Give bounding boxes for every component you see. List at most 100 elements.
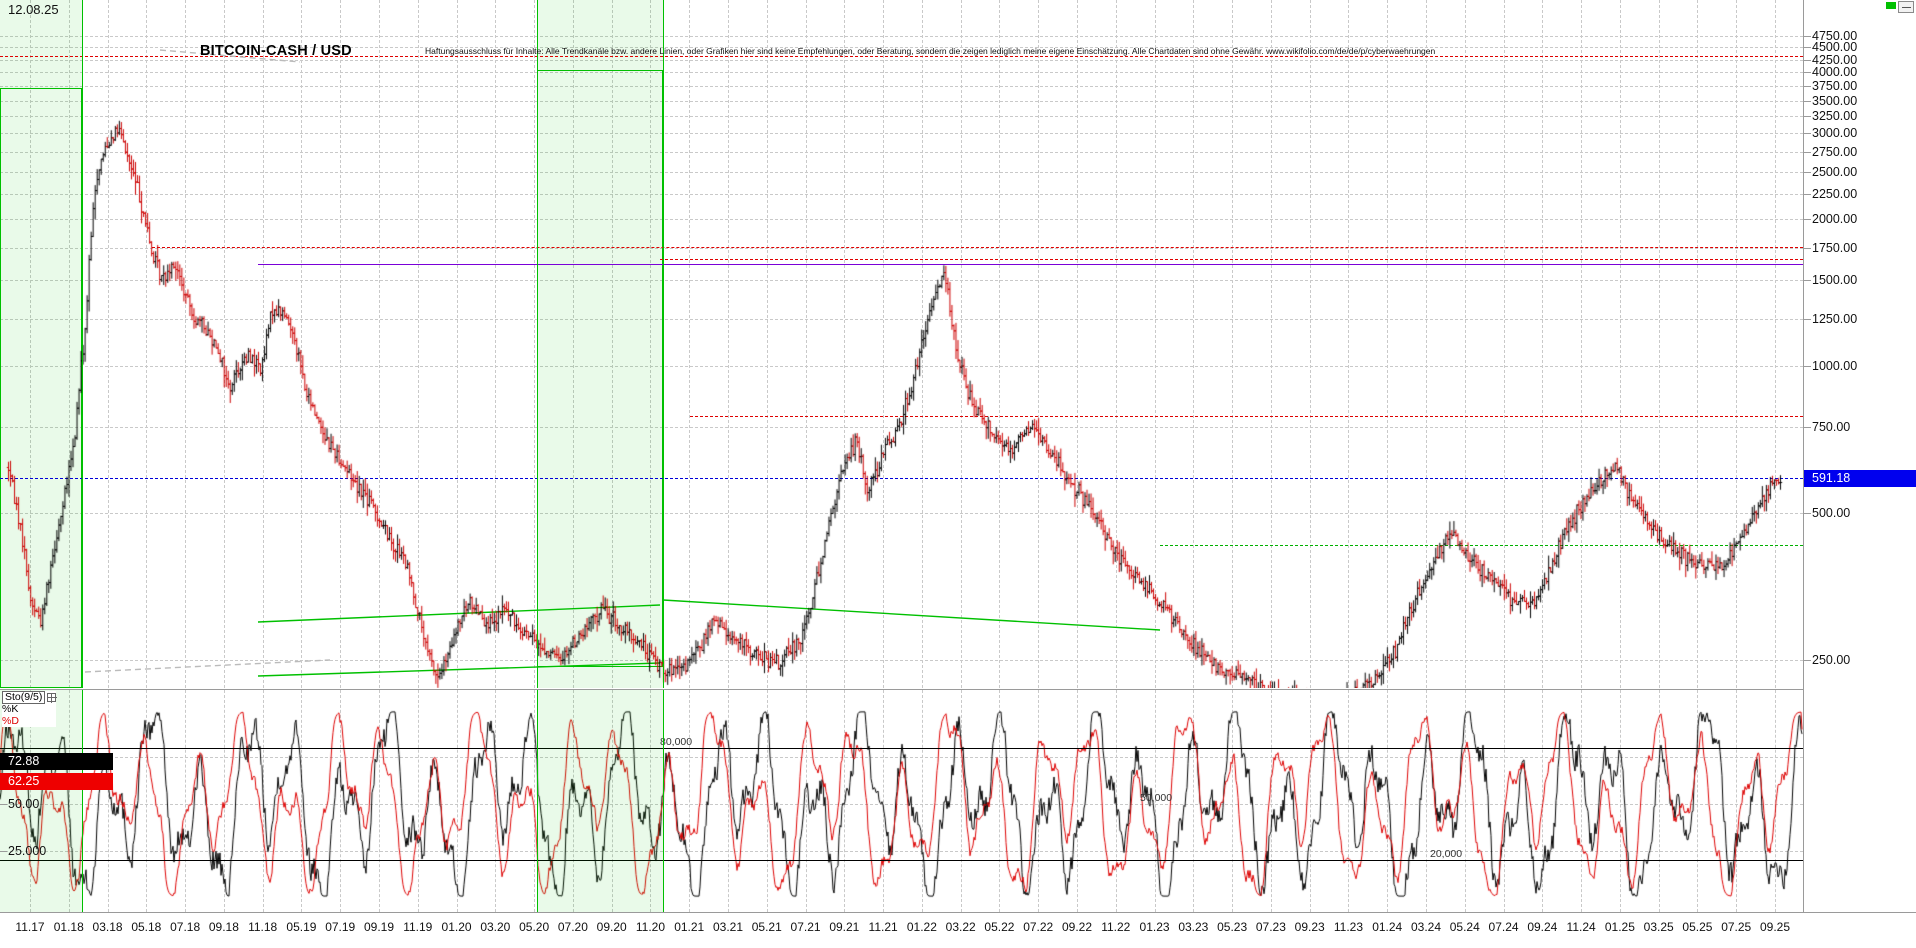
zone-edge	[82, 0, 83, 688]
time-axis-label: 01.22	[906, 920, 937, 934]
time-axis-label: 05.18	[131, 920, 162, 934]
price-axis-tick	[1804, 47, 1811, 49]
disclaimer-text: Haftungsausschluss für Inhalte: Alle Tre…	[425, 46, 1436, 56]
price-axis-tick	[1804, 318, 1811, 320]
zone-edge	[82, 690, 83, 912]
green-status-icon	[1886, 2, 1896, 9]
time-axis-label: 07.18	[170, 920, 201, 934]
time-axis-label: 09.23	[1294, 920, 1325, 934]
zone-edge	[537, 690, 538, 912]
time-axis-label: 07.23	[1255, 920, 1286, 934]
stochastic-lines	[0, 690, 1803, 912]
time-axis-label: 03.23	[1178, 920, 1209, 934]
price-axis[interactable]: 250.00 500.00 750.00 1000.00 1250.00 1500.00 1…	[1803, 0, 1916, 912]
indicator-highlight-zone	[537, 690, 663, 912]
time-axis-label: 01.18	[53, 920, 84, 934]
price-chart-pane[interactable]	[0, 0, 1803, 688]
time-axis-label: 11.21	[868, 920, 898, 934]
indicator-level-50: 50,000	[1140, 792, 1173, 804]
time-axis-label: 07.24	[1488, 920, 1519, 934]
price-axis-tick	[1804, 72, 1811, 74]
indicator-highlight-zone	[0, 690, 82, 912]
price-axis-label: 4750.00	[1812, 29, 1858, 43]
price-axis-tick	[1804, 427, 1811, 429]
time-axis-label: 11.17	[15, 920, 45, 934]
page-title: BITCOIN-CASH / USD	[200, 43, 352, 59]
pane-separator	[0, 689, 1803, 690]
time-axis-label: 05.24	[1449, 920, 1480, 934]
price-axis-label: 4000.00	[1812, 65, 1858, 80]
stochastic-pane[interactable]: 80,000 50,000 20,000	[0, 690, 1803, 912]
price-axis-label: 250.00	[1812, 653, 1851, 667]
price-axis-tick	[1804, 660, 1811, 661]
time-axis-label: 09.20	[596, 920, 627, 934]
time-axis-label: 01.23	[1139, 920, 1170, 934]
time-axis-label: 05.22	[984, 920, 1015, 934]
time-axis-label: 11.24	[1566, 920, 1596, 934]
time-axis-label: 09.19	[363, 920, 395, 934]
time-axis-label: 09.24	[1527, 920, 1558, 934]
indicator-axis-label-25: 25.000	[8, 844, 47, 858]
time-axis-label: 11.23	[1333, 920, 1364, 934]
price-axis-label: 500.00	[1812, 506, 1851, 521]
indicator-series-d: %D	[2, 715, 56, 727]
indicator-threshold-line	[0, 860, 1803, 862]
indicator-axis-tick	[0, 851, 7, 852]
time-axis-label: 07.21	[790, 920, 821, 934]
indicator-axis: 50.00 25.000 72.88 62.25	[0, 690, 113, 912]
time-axis-label: 03.24	[1410, 920, 1442, 934]
price-candles	[0, 0, 1803, 688]
time-axis-label: 11.18	[248, 920, 278, 934]
indicator-d-marker: 62.25	[0, 772, 113, 790]
price-axis-tick	[1804, 219, 1811, 221]
price-axis-tick	[1804, 133, 1811, 135]
time-axis-label: 11.22	[1101, 920, 1131, 934]
price-axis-label: 4250.00	[1812, 52, 1858, 67]
time-axis-label: 07.22	[1023, 920, 1054, 934]
indicator-name[interactable]: Sto(9/5)	[2, 690, 46, 704]
price-axis-label: 750.00	[1812, 420, 1851, 435]
indicator-level-80: 80,000	[660, 735, 693, 748]
indicator-axis-tick	[0, 804, 7, 805]
price-axis-tick	[1804, 366, 1811, 368]
time-axis-label: 09.22	[1061, 920, 1093, 934]
price-axis-tick	[1804, 151, 1811, 153]
price-axis-label: 1000.00	[1812, 359, 1858, 374]
price-axis-label: 2000.00	[1812, 212, 1858, 227]
time-axis-label: 03.22	[945, 920, 976, 934]
price-axis-tick	[1804, 116, 1811, 118]
price-axis-tick	[1804, 86, 1811, 88]
time-axis-label: 05.20	[519, 920, 550, 934]
time-axis-label: 01.21	[674, 920, 705, 934]
expand-icon[interactable]	[47, 692, 58, 703]
time-axis-label: 09.25	[1759, 920, 1791, 934]
zone-edge	[663, 0, 664, 688]
price-axis-label: 1500.00	[1812, 273, 1858, 288]
indicator-title-row[interactable]: Sto(9/5)	[2, 690, 58, 704]
price-axis-label: 2250.00	[1812, 187, 1858, 202]
time-axis-label: 03.20	[480, 920, 511, 934]
indicator-legend[interactable]: Sto(9/5) %K %D	[2, 690, 58, 727]
price-axis-label: 1750.00	[1812, 240, 1858, 255]
time-axis-label: 11.20	[635, 920, 666, 934]
time-axis-label: 09.18	[208, 920, 239, 934]
time-axis-label: 11.19	[403, 920, 433, 934]
series-d-label: %D	[2, 715, 19, 727]
time-axis[interactable]: 11.17 01.18 03.18 05.18 07.18 09.18 11.18 05.19…	[0, 912, 1916, 948]
zone-edge	[537, 0, 538, 688]
time-axis-label: 05.21	[751, 920, 782, 934]
zone-edge	[663, 690, 664, 912]
time-axis-label: 01.25	[1604, 920, 1635, 934]
price-axis-tick	[1804, 172, 1811, 174]
indicator-k-marker: 72.88	[0, 752, 113, 770]
price-axis-label: 2500.00	[1812, 165, 1858, 180]
minimize-icon[interactable]	[1898, 1, 1914, 13]
price-axis-tick	[1804, 100, 1811, 102]
price-axis-label: 3000.00	[1812, 126, 1858, 141]
time-axis-label: 05.25	[1682, 920, 1713, 934]
time-axis-label: 07.20	[557, 920, 588, 934]
price-axis-label: 3250.00	[1812, 109, 1858, 124]
axis-separator	[0, 689, 113, 690]
last-price-marker: 591.18	[1804, 469, 1916, 487]
